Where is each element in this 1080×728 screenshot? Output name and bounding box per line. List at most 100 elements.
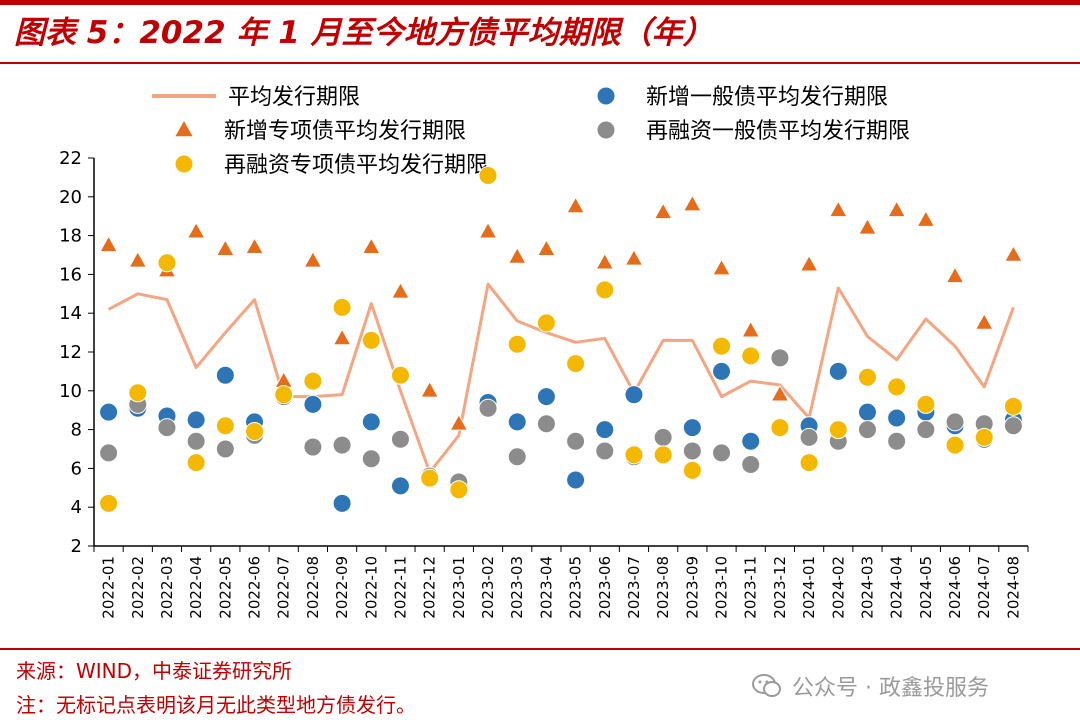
data-point-new_general [215,365,235,385]
x-tick-label: 2022-08 [304,556,322,619]
legend-label: 再融资专项债平均发行期限 [224,153,488,178]
y-tick-label: 4 [71,497,82,518]
data-point-refi_special [799,453,819,473]
x-tick-label: 2024-08 [1004,556,1022,619]
legend-label: 新增专项债平均发行期限 [224,119,466,144]
source-note: 来源：WIND，中泰证券研究所 [16,659,293,683]
data-point-new_special [945,266,965,284]
data-point-new_special [99,235,118,253]
data-point-new_special [566,196,585,214]
data-point-new_special [858,217,877,235]
data-point-new_general [566,470,586,490]
data-point-refi_general [857,420,877,440]
data-point-new_special [916,210,936,227]
data-point-new_general [857,402,877,422]
x-tick-label: 2024-02 [829,556,847,619]
data-point-refi_special [857,367,877,387]
page-title: 图表 5：2022 年 1 月至今地方债平均期限（年） [14,15,714,51]
legend-label: 新增一般债平均发行期限 [646,85,888,110]
x-tick-label: 2022-07 [275,556,293,619]
data-point-refi_special [770,418,790,438]
x-tick-label: 2022-03 [158,556,176,619]
y-tick-label: 16 [59,264,82,285]
data-point-refi_special [449,480,469,500]
data-point-new_special [361,237,381,255]
title-divider [0,62,1080,64]
data-point-refi_special [1003,396,1023,416]
legend-triangle-swatch [175,121,193,137]
data-point-refi_general [536,414,556,434]
series-line-avg-term [107,282,1015,474]
data-point-refi_special [303,371,323,391]
data-point-new_special [712,258,731,276]
data-point-refi_special [595,280,615,300]
footnote: 注：无标记点表明该月无此类型地方债发行。 [16,693,416,717]
x-tick-label: 2024-06 [946,556,964,619]
data-point-refi_special [653,445,673,465]
data-point-new_general [682,418,702,438]
y-tick-label: 20 [59,187,82,208]
y-tick-label: 2 [71,536,82,557]
data-point-refi_general [361,449,381,469]
data-point-new_special [799,254,819,272]
y-tick-label: 8 [71,420,82,441]
data-point-new_special [332,328,352,346]
data-point-new_special [828,200,848,218]
data-point-refi_special [536,313,556,333]
legend-circle-swatch [175,155,193,173]
x-tick-label: 2023-02 [479,556,497,619]
data-point-refi_general [332,435,352,455]
data-point-refi_general [478,398,498,418]
data-point-refi_general [215,439,235,459]
data-point-new_general [303,394,323,414]
data-point-refi_special [128,383,148,403]
y-tick-label: 14 [59,303,82,324]
x-tick-label: 2022-10 [362,556,380,619]
x-tick-label: 2022-04 [187,556,205,619]
x-tick-label: 2023-07 [625,556,643,619]
data-point-new_general [507,412,527,432]
data-point-refi_special [361,330,381,350]
data-point-refi_general [887,431,907,451]
data-point-new_general [99,402,119,422]
data-point-new_special [624,248,644,266]
footer-divider [0,648,1080,650]
y-tick-label: 10 [59,381,82,402]
data-point-new_special [215,239,235,256]
y-tick-label: 22 [59,148,82,169]
data-point-refi_special [215,416,235,436]
data-point-new_special [478,221,498,239]
data-point-new_general [741,431,761,451]
data-point-refi_general [99,443,119,463]
data-point-new_special [974,312,994,330]
x-tick-label: 2023-08 [654,556,672,619]
x-tick-label: 2023-04 [537,556,555,619]
x-tick-label: 2022-02 [129,556,147,619]
watermark: 公众号 · 政鑫投服务 [752,670,989,702]
x-tick-label: 2024-04 [888,556,906,619]
data-point-new_general [624,385,644,405]
data-point-refi_special [828,420,848,440]
chart-axes: 2 4 6 8 10 12 14 16 18 20 22 2022-01 2022-02 2022-03 2… [59,148,1029,619]
x-tick-label: 2022-05 [216,556,234,619]
x-tick-label: 2023-10 [713,556,731,619]
top-accent-rule [0,0,1080,5]
y-tick-label: 12 [59,342,82,363]
x-tick-label: 2022-12 [421,556,439,619]
data-point-new_general [887,408,907,428]
legend-label: 平均发行期限 [228,85,360,110]
data-point-new_special [682,194,702,212]
data-point-new_general [390,476,410,496]
data-point-refi_special [566,354,586,374]
x-tick-label: 2023-09 [683,556,701,619]
data-point-refi_special [916,394,936,414]
data-point-refi_special [157,253,177,273]
data-point-new_general [332,493,352,513]
data-point-refi_general [945,412,965,432]
x-tick-label: 2024-03 [858,556,876,619]
legend-label: 再融资一般债平均发行期限 [646,119,910,144]
data-point-new_general [595,420,615,440]
wechat-icon [752,674,781,697]
data-point-new_special [391,281,410,299]
